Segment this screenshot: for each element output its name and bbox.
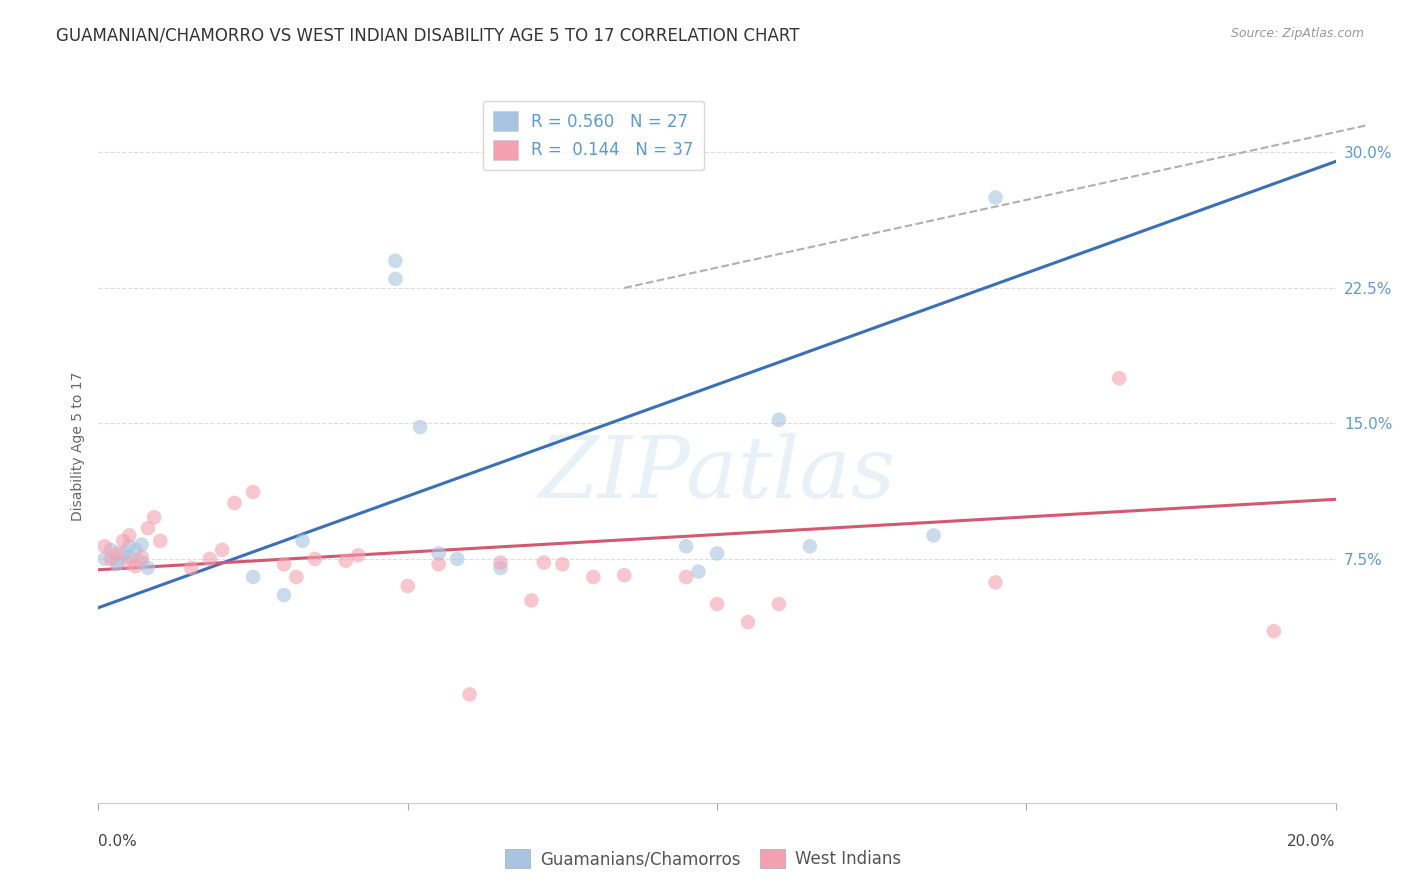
Point (427, 558, 450, 572)
Point (285, 570, 308, 584)
Point (768, 413, 790, 427)
Point (799, 539, 821, 553)
Point (242, 485, 264, 500)
Point (551, 558, 574, 572)
Point (93, 552, 115, 566)
Point (124, 542, 146, 557)
Point (291, 533, 314, 548)
Point (224, 496, 246, 510)
Point (427, 547, 450, 561)
Y-axis label: Disability Age 5 to 17: Disability Age 5 to 17 (70, 371, 84, 521)
Point (198, 552, 221, 566)
Legend: R = 0.560   N = 27, R =  0.144   N = 37: R = 0.560 N = 27, R = 0.144 N = 37 (484, 101, 703, 170)
Point (409, 420, 432, 434)
Point (105, 547, 128, 561)
Point (688, 565, 710, 579)
Point (112, 547, 135, 561)
Point (335, 554, 357, 568)
Point (131, 556, 153, 570)
Point (737, 615, 759, 629)
Legend: Guamanians/Chamorros, West Indians: Guamanians/Chamorros, West Indians (498, 843, 908, 875)
Point (489, 561, 512, 575)
Point (582, 570, 605, 584)
Text: 0.0%: 0.0% (98, 834, 138, 849)
Point (118, 556, 141, 570)
Text: 20.0%: 20.0% (1288, 834, 1336, 849)
Point (706, 597, 728, 611)
Point (984, 575, 1007, 590)
Point (105, 554, 128, 568)
Point (984, 191, 1007, 205)
Point (768, 597, 790, 611)
Point (124, 559, 146, 574)
Point (131, 550, 153, 565)
Point (131, 537, 153, 551)
Point (112, 533, 135, 548)
Point (446, 552, 468, 566)
Point (149, 533, 172, 548)
Point (706, 547, 728, 561)
Point (136, 561, 159, 575)
Point (533, 556, 555, 570)
Point (105, 558, 128, 572)
Point (384, 253, 406, 268)
Point (489, 556, 512, 570)
Text: Source: ZipAtlas.com: Source: ZipAtlas.com (1230, 27, 1364, 40)
Point (118, 550, 141, 565)
Point (458, 687, 481, 701)
Point (1263, 624, 1285, 639)
Point (118, 539, 141, 553)
Point (93, 539, 115, 553)
Point (347, 549, 370, 563)
Text: ZIPatlas: ZIPatlas (538, 434, 896, 516)
Point (118, 528, 141, 542)
Point (242, 570, 264, 584)
Point (100, 542, 122, 557)
Point (273, 588, 295, 602)
Point (136, 521, 159, 535)
Point (100, 552, 122, 566)
Point (922, 528, 945, 542)
Point (143, 510, 166, 524)
Text: GUAMANIAN/CHAMORRO VS WEST INDIAN DISABILITY AGE 5 TO 17 CORRELATION CHART: GUAMANIAN/CHAMORRO VS WEST INDIAN DISABI… (56, 27, 800, 45)
Point (613, 568, 636, 582)
Point (384, 272, 406, 286)
Point (675, 570, 697, 584)
Point (304, 552, 326, 566)
Point (1108, 371, 1130, 385)
Point (180, 561, 202, 575)
Point (211, 542, 233, 557)
Point (675, 539, 697, 553)
Point (520, 593, 543, 607)
Point (273, 558, 295, 572)
Point (396, 579, 419, 593)
